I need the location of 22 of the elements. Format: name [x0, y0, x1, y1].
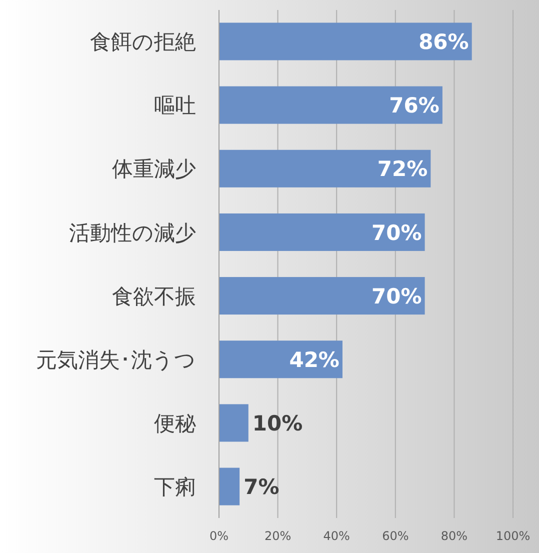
- x-tick-label: 40%: [323, 529, 350, 543]
- y-tick-label: 便秘: [154, 412, 196, 436]
- y-tick-label: 食欲不振: [112, 284, 196, 308]
- x-tick-label: 100%: [496, 529, 530, 543]
- x-tick-label: 0%: [209, 529, 229, 543]
- data-label: 42%: [289, 348, 340, 372]
- x-tick-label: 20%: [264, 529, 292, 543]
- data-label: 86%: [418, 30, 469, 54]
- data-label: 72%: [377, 157, 428, 182]
- y-tick-label: 下痢: [154, 475, 196, 500]
- data-label: 10%: [252, 412, 303, 436]
- y-tick-label: 元気消失･沈うつ: [36, 348, 196, 372]
- y-tick-label: 体重減少: [112, 157, 196, 182]
- y-tick-label: 嘔吐: [154, 94, 196, 118]
- x-tick-label: 60%: [382, 529, 409, 543]
- data-label: 76%: [389, 94, 440, 118]
- data-label: 7%: [244, 475, 280, 500]
- y-tick-label: 活動性の減少: [69, 220, 196, 245]
- y-tick-label: 食餌の拒絶: [90, 30, 196, 54]
- data-label: 70%: [372, 220, 422, 245]
- data-label: 70%: [372, 284, 422, 308]
- x-tick-label: 80%: [440, 529, 468, 543]
